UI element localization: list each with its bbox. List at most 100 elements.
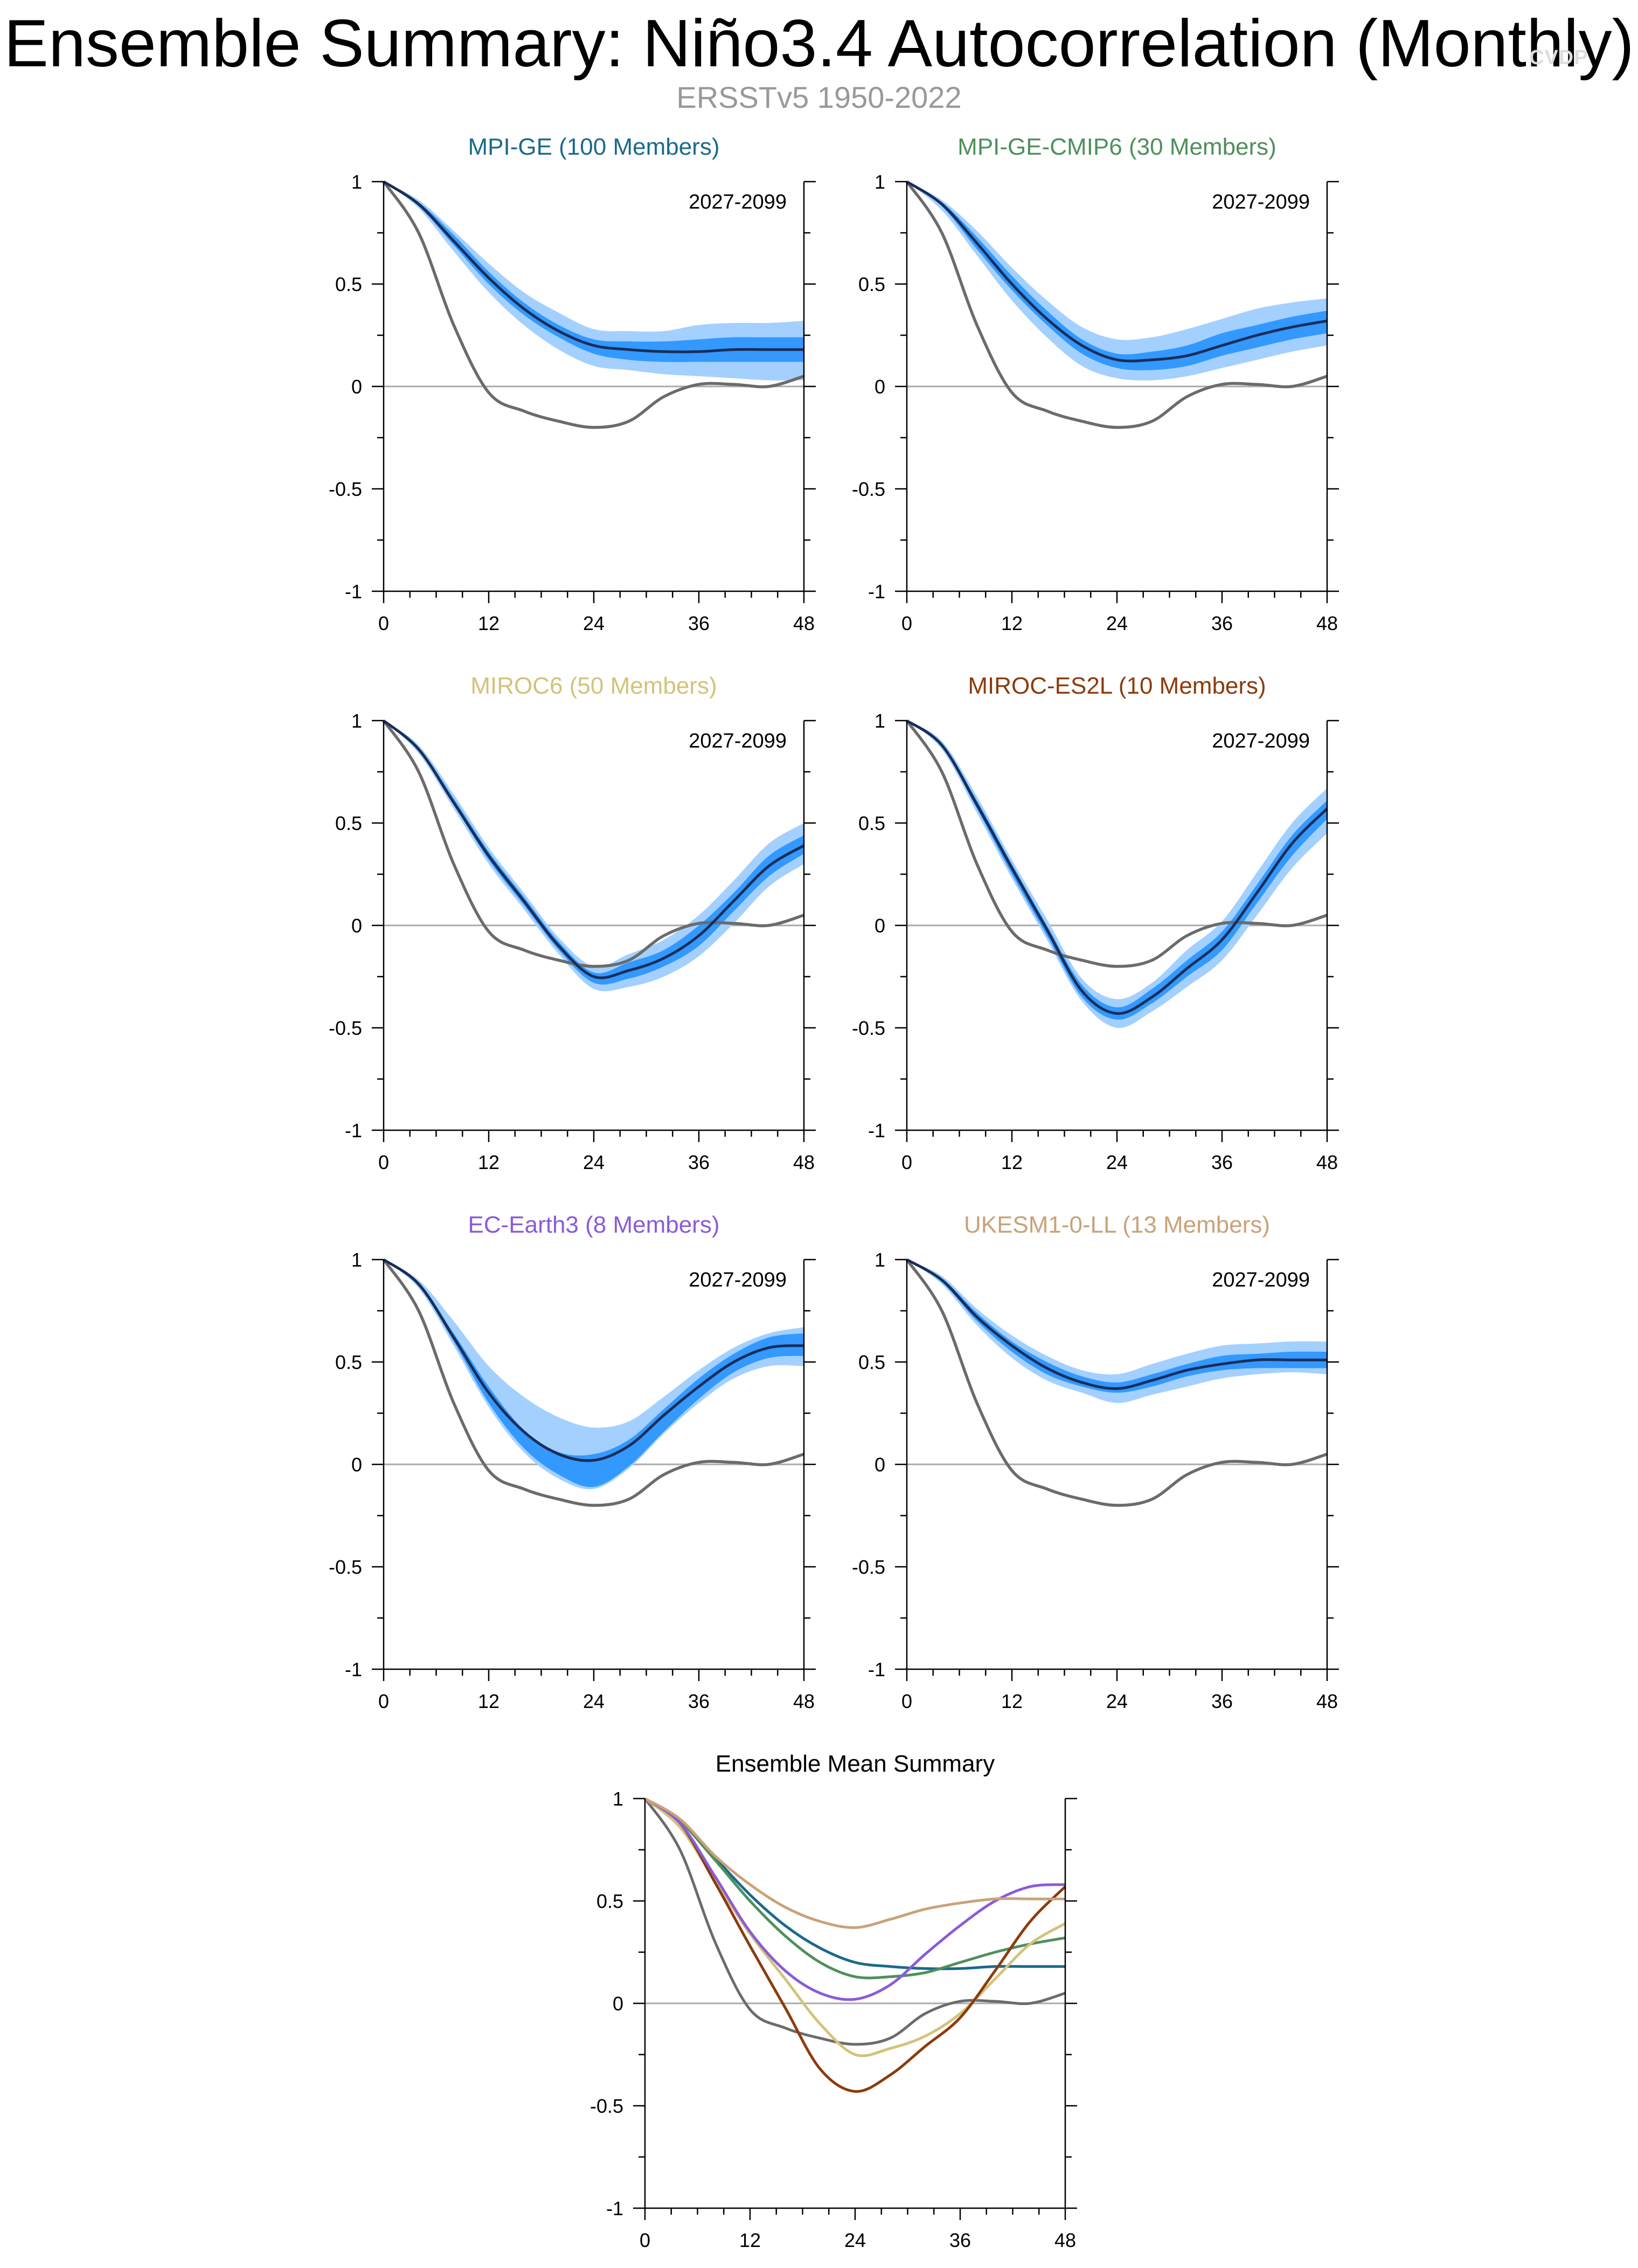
x-tick-label: 12	[1001, 612, 1023, 634]
x-tick-label: 48	[793, 612, 815, 634]
y-tick-label: 0	[874, 376, 885, 398]
period-label: 2027-2099	[689, 730, 787, 752]
y-tick-label: 1	[351, 710, 362, 732]
series-observations	[382, 1259, 804, 1507]
x-tick-label: 36	[688, 1690, 710, 1712]
series-mpi-ge	[644, 1797, 1065, 1970]
y-tick-label: 0	[351, 376, 362, 398]
chart-title: UKESM1-0-LL (13 Members)	[964, 1212, 1270, 1238]
y-tick-label: -1	[868, 580, 885, 603]
series-observations	[382, 181, 804, 429]
y-tick-label: -0.5	[329, 1017, 362, 1039]
y-tick-label: 0	[874, 1454, 885, 1476]
series-outer-band	[907, 721, 1327, 1028]
series-outer-band	[384, 182, 804, 381]
x-tick-label: 24	[583, 1690, 605, 1712]
x-tick-label: 0	[378, 612, 389, 634]
x-tick-label: 12	[478, 1690, 499, 1712]
chart-panel-4: MIROC-ES2L (10 Members) -1 -0.5 0 0.5 1 0 12 24 3…	[852, 673, 1339, 1173]
x-tick-label: 36	[1211, 1690, 1233, 1712]
series-observations	[905, 1259, 1328, 1507]
series-observations	[643, 1797, 1066, 2046]
x-tick-label: 36	[1211, 612, 1233, 634]
y-tick-label: -0.5	[852, 1556, 885, 1578]
x-tick-label: 0	[901, 1151, 912, 1173]
series-inner-band	[907, 1260, 1327, 1393]
series-observations	[905, 181, 1328, 429]
x-tick-label: 24	[583, 1151, 605, 1173]
y-tick-label: 0	[874, 915, 885, 937]
series-inner-band	[907, 721, 1327, 1020]
x-tick-label: 12	[478, 1151, 499, 1173]
y-tick-label: -1	[606, 2197, 623, 2219]
x-tick-label: 48	[1316, 1151, 1338, 1173]
series-inner-band	[384, 1260, 804, 1488]
y-tick-label: -1	[345, 580, 362, 603]
series-ensemble-mean	[383, 180, 804, 354]
x-tick-label: 24	[1106, 1151, 1128, 1173]
page-subtitle: ERSSTv5 1950-2022	[676, 80, 962, 114]
chart-panel-1: MPI-GE (100 Members) -1 -0.5 0 0.5 1 0 12 24 36 48…	[329, 134, 816, 634]
x-tick-label: 48	[1054, 2229, 1076, 2251]
series-mpi-ge-cmip6	[644, 1797, 1066, 1980]
y-tick-label: 0.5	[335, 812, 362, 834]
series-ensemble-mean	[906, 180, 1328, 363]
y-tick-label: 0.5	[335, 273, 362, 295]
watermark: CVDP	[1529, 46, 1588, 69]
y-tick-label: -0.5	[852, 1017, 885, 1039]
series-ensemble-mean	[906, 719, 1328, 1015]
x-tick-label: 24	[844, 2229, 866, 2251]
x-tick-label: 36	[1211, 1151, 1233, 1173]
chart-panel-6: UKESM1-0-LL (13 Members) -1 -0.5 0 0.5 1 0 12 24…	[852, 1212, 1339, 1712]
chart-title: EC-Earth3 (8 Members)	[468, 1212, 719, 1238]
chart-title: MPI-GE (100 Members)	[468, 134, 720, 160]
chart-panel-7: Ensemble Mean Summary -1 -0.5 0 0.5 1 0 12 24 36 4…	[590, 1751, 1077, 2251]
y-tick-label: -0.5	[590, 2095, 623, 2117]
x-tick-label: 48	[793, 1690, 815, 1712]
x-tick-label: 48	[793, 1151, 815, 1173]
y-tick-label: 1	[351, 1249, 362, 1271]
x-tick-label: 0	[378, 1690, 389, 1712]
chart-title: MIROC-ES2L (10 Members)	[968, 673, 1266, 699]
chart-panel-2: MPI-GE-CMIP6 (30 Members) -1 -0.5 0 0.5 1 0 12 2…	[852, 134, 1339, 634]
x-tick-label: 12	[1001, 1151, 1023, 1173]
series-inner-band	[384, 182, 804, 362]
y-tick-label: 0.5	[335, 1351, 362, 1373]
x-tick-label: 24	[1106, 1690, 1128, 1712]
y-tick-label: 1	[351, 171, 362, 193]
chart-title: Ensemble Mean Summary	[716, 1751, 995, 1777]
y-tick-label: -0.5	[329, 478, 362, 500]
series-outer-band	[907, 182, 1327, 381]
y-tick-label: -1	[345, 1658, 362, 1681]
y-tick-label: 1	[613, 1788, 623, 1810]
series-ensemble-mean	[383, 720, 805, 979]
y-tick-label: -0.5	[852, 478, 885, 500]
x-tick-label: 48	[1316, 612, 1338, 634]
page-title: Ensemble Summary: Niño3.4 Autocorrelatio…	[4, 6, 1634, 81]
period-label: 2027-2099	[1212, 1269, 1310, 1291]
y-tick-label: -1	[868, 1658, 885, 1681]
x-tick-label: 48	[1316, 1690, 1338, 1712]
y-tick-label: 1	[874, 171, 885, 193]
y-tick-label: 0	[351, 1454, 362, 1476]
period-label: 2027-2099	[1212, 191, 1310, 213]
chart-panel-3: MIROC6 (50 Members) -1 -0.5 0 0.5 1 0 12 24 36 48 2…	[329, 673, 816, 1173]
x-tick-label: 12	[478, 612, 499, 634]
period-label: 2027-2099	[1212, 730, 1310, 752]
series-inner-band	[384, 721, 804, 985]
x-tick-label: 0	[901, 1690, 912, 1712]
series-ensemble-mean	[383, 1258, 804, 1462]
series-observations	[905, 720, 1328, 968]
series-miroc-es2l	[644, 1797, 1066, 2093]
y-tick-label: 0.5	[858, 812, 885, 834]
x-tick-label: 36	[688, 612, 710, 634]
y-tick-label: 0.5	[596, 1890, 623, 1912]
period-label: 2027-2099	[689, 191, 787, 213]
y-tick-label: 0.5	[858, 273, 885, 295]
y-tick-label: 0	[351, 915, 362, 937]
y-tick-label: 0.5	[858, 1351, 885, 1373]
y-tick-label: 1	[874, 1249, 885, 1271]
y-tick-label: 1	[874, 710, 885, 732]
y-tick-label: 0	[613, 1993, 623, 2015]
